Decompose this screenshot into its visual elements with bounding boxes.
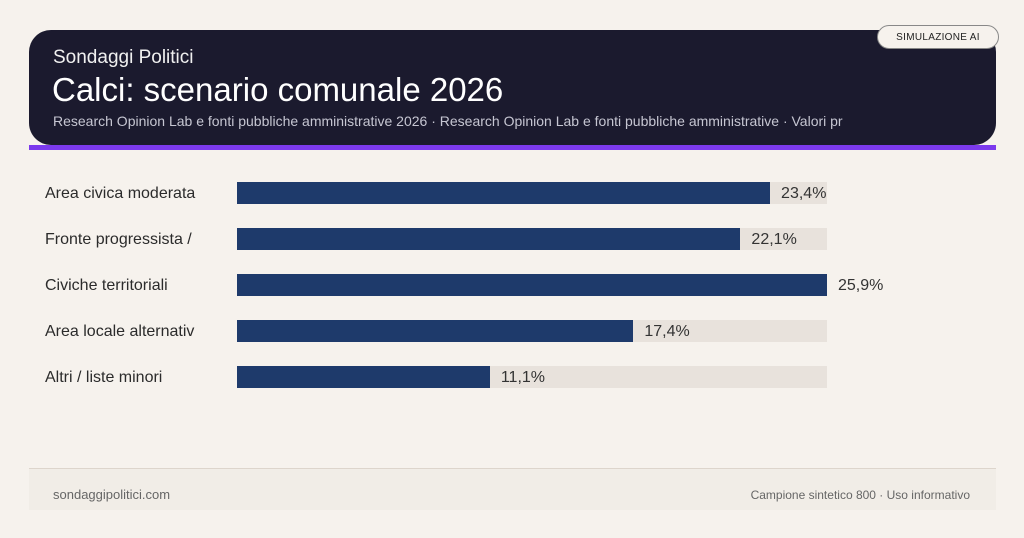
accent-bar <box>29 145 996 150</box>
category-label: Area locale alternativ <box>45 323 195 340</box>
value-label: 17,4% <box>644 323 690 340</box>
bar-row: Area civica moderata 23,4% <box>0 182 1024 204</box>
bar-row: Fronte progressista / 22,1% <box>0 228 1024 250</box>
bar <box>237 320 634 342</box>
value-label: 23,4% <box>781 185 827 202</box>
value-label: 22,1% <box>751 231 797 248</box>
bar-row: Altri / liste minori 11,1% <box>0 366 1024 388</box>
simulation-badge: SIMULAZIONE AI <box>877 25 999 49</box>
bar-chart: Area civica moderata 23,4% Fronte progres… <box>0 170 1024 410</box>
bar <box>237 274 827 296</box>
header-banner: Sondaggi Politici Calci: scenario comuna… <box>29 30 996 145</box>
bar-row: Area locale alternativ 17,4% <box>0 320 1024 342</box>
bar-row: Civiche territoriali 25,9% <box>0 274 1024 296</box>
bar <box>237 366 490 388</box>
value-label: 11,1% <box>500 369 546 386</box>
page-title: Calci: scenario comunale 2026 <box>52 71 504 108</box>
footer: sondaggipolitici.com Campione sintetico … <box>29 468 996 510</box>
category-label: Civiche territoriali <box>45 277 168 294</box>
site-link[interactable]: sondaggipolitici.com <box>53 487 171 502</box>
category-label: Altri / liste minori <box>45 369 163 386</box>
value-label: 25,9% <box>838 277 884 294</box>
kicker: Sondaggi Politici <box>53 47 194 68</box>
bar <box>237 228 741 250</box>
category-label: Area civica moderata <box>45 185 196 202</box>
bar <box>237 182 771 204</box>
category-label: Fronte progressista / <box>45 231 192 248</box>
subtitle: Research Opinion Lab e fonti pubbliche a… <box>53 113 843 129</box>
footer-note: Campione sintetico 800 · Uso informativo <box>750 488 970 502</box>
